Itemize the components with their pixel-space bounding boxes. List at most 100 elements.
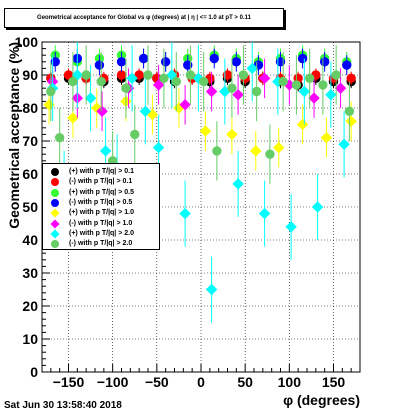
y-tick-label: 100 (15, 34, 39, 50)
data-point-series-7 (212, 146, 222, 156)
legend-label: (-) with p T/|q| > 0.5 (69, 198, 133, 206)
data-point-series-1 (116, 70, 127, 80)
data-point-series-7 (171, 76, 181, 87)
data-point-series-3 (116, 57, 127, 67)
data-point-series-6 (325, 89, 337, 101)
data-point-series-4 (345, 115, 357, 127)
data-point-series-7 (344, 106, 355, 117)
legend-item: (+) with p T/|q| > 0.5 (43, 188, 161, 198)
y-tick-label: 30 (22, 265, 38, 281)
data-point-series-6 (99, 145, 112, 157)
data-point-series-3 (297, 53, 308, 64)
timestamp-label: Sat Jun 30 13:58:40 2018 (4, 400, 122, 411)
legend-label: (+) with p T/|q| > 0.1 (69, 168, 134, 175)
data-point-series-3 (209, 53, 219, 64)
legend-label: (-) with p T/|q| > 1.0 (69, 219, 133, 227)
data-point-series-5 (205, 85, 218, 98)
legend-label: (+) with p T/|q| > 1.0 (69, 209, 134, 217)
data-point-series-7 (96, 76, 106, 87)
data-point-series-6 (258, 207, 271, 220)
data-point-series-7 (130, 129, 140, 140)
chart-title: Geometrical acceptance for Global vs φ (… (4, 8, 284, 28)
data-point-series-5 (258, 72, 271, 85)
data-point-series-7 (143, 70, 153, 80)
legend-item: (-) with p T/|q| > 0.1 (43, 177, 161, 187)
data-point-series-6 (126, 72, 138, 85)
legend-marker (51, 168, 59, 176)
legend-marker (50, 229, 60, 239)
x-tick-label: −100 (97, 374, 129, 390)
data-point-series-4 (273, 141, 285, 154)
data-point-series-7 (278, 76, 288, 87)
legend-item: (-) with p T/|q| > 2.0 (43, 239, 161, 249)
data-point-series-5 (96, 105, 108, 118)
legend-item: (+) with p T/|q| > 0.1 (43, 167, 161, 177)
x-tick-label: 50 (237, 374, 253, 390)
data-point-series-3 (183, 60, 193, 70)
data-point-series-7 (68, 76, 78, 87)
data-point-series-7 (46, 86, 56, 97)
x-tick-label: 0 (197, 374, 205, 390)
legend-marker (51, 198, 59, 207)
data-point-series-6 (232, 178, 244, 190)
data-point-series-7 (198, 76, 209, 87)
data-point-series-6 (338, 138, 350, 151)
legend-label: (+) with p T/|q| > 2.0 (69, 229, 134, 237)
data-point-series-7 (238, 70, 249, 80)
data-point-series-6 (298, 85, 311, 98)
y-tick-label: 80 (22, 100, 38, 116)
y-tick-label: 40 (22, 232, 38, 248)
legend-item: (-) with p T/|q| > 1.0 (43, 218, 161, 229)
data-point-series-4 (226, 128, 238, 141)
legend-label: (-) with p T/|q| > 0.1 (69, 178, 133, 186)
data-point-series-7 (54, 133, 65, 143)
legend-marker (51, 240, 59, 249)
x-tick-label: 150 (322, 374, 346, 390)
data-point-series-7 (251, 86, 262, 97)
data-point-series-6 (246, 62, 258, 75)
data-point-series-4 (67, 112, 79, 124)
legend-marker (50, 218, 60, 229)
y-tick-label: 60 (22, 166, 38, 182)
x-tick-label: 100 (278, 374, 302, 390)
legend-item: (+) with p T/|q| > 2.0 (43, 229, 161, 239)
chart-legend: (+) with p T/|q| > 0.1 (-) with p T/|q| >… (42, 163, 160, 250)
data-point-series-4 (199, 125, 212, 137)
data-point-series-4 (320, 131, 333, 144)
data-point-series-7 (81, 70, 91, 80)
legend-marker (50, 208, 60, 218)
data-point-series-5 (232, 89, 244, 101)
data-point-series-7 (227, 83, 237, 93)
y-tick-label: 0 (30, 364, 38, 380)
data-point-series-7 (331, 70, 341, 80)
data-point-series-7 (304, 73, 315, 84)
data-point-series-5 (152, 79, 165, 91)
data-point-series-6 (152, 141, 165, 154)
legend-item: (+) with p T/|q| > 1.0 (43, 208, 161, 218)
data-point-series-4 (250, 145, 262, 157)
legend-marker (51, 188, 59, 197)
data-point-series-3 (231, 57, 242, 67)
data-point-series-5 (179, 98, 191, 111)
data-point-series-5 (334, 82, 347, 94)
data-point-series-6 (84, 92, 97, 104)
data-point-series-5 (308, 92, 320, 104)
data-point-series-6 (285, 221, 297, 233)
data-point-series-7 (121, 83, 131, 93)
data-point-series-7 (291, 80, 302, 90)
data-point-series-7 (185, 70, 196, 80)
chart-title-text: Geometrical acceptance for Global vs φ (… (37, 15, 251, 21)
data-point-series-1 (346, 73, 356, 84)
data-point-series-6 (179, 207, 191, 220)
data-point-series-4 (296, 118, 309, 131)
data-point-series-7 (159, 73, 169, 84)
legend-item: (-) with p T/|q| > 0.5 (43, 198, 161, 208)
data-point-series-6 (311, 201, 324, 213)
x-tick-label: −50 (145, 374, 169, 390)
data-point-series-6 (139, 105, 152, 118)
data-point-series-7 (265, 149, 275, 159)
legend-marker (51, 178, 59, 187)
data-point-series-3 (319, 57, 330, 67)
